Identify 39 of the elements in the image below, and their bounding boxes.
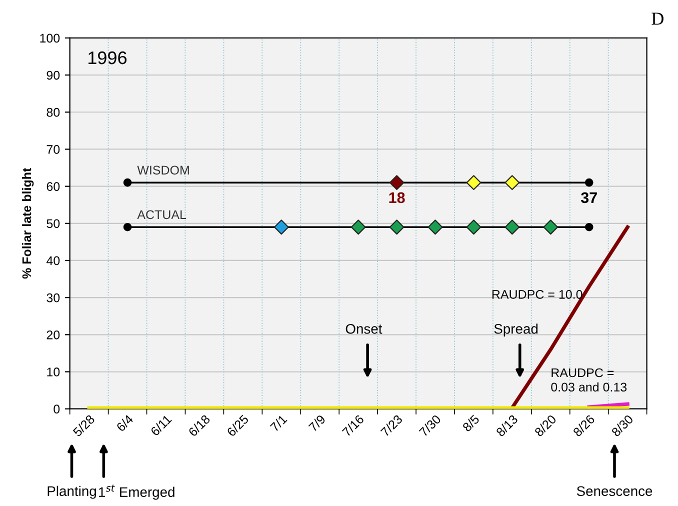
x-tick-label: 5/28 (72, 414, 96, 438)
x-tick-label: 7/23 (380, 414, 403, 437)
y-tick-label: 90 (46, 70, 60, 80)
y-tick-label: 80 (46, 108, 60, 117)
series-label: ACTUAL (137, 210, 186, 220)
x-tick-label: 8/5 (462, 414, 480, 432)
text: Senescence (576, 486, 652, 496)
y-tick-label: 40 (46, 256, 60, 266)
y-axis-title: % Foliar late blight (22, 168, 34, 279)
annotation: 37 (580, 192, 597, 204)
y-tick-label: 70 (46, 145, 60, 154)
x-tick-label: 8/30 (610, 414, 634, 438)
y-tick-label: 10 (47, 368, 60, 376)
x-tick-label: 8/20 (534, 414, 557, 438)
annotation: RAUDPC = 10.0 (492, 290, 582, 299)
text: Planting (48, 486, 96, 499)
y-tick-label: 60 (46, 182, 60, 191)
y-tick-label: 30 (46, 293, 60, 302)
y-tick-label: 0 (54, 404, 60, 414)
x-tick-label: 6/18 (188, 414, 211, 437)
x-tick-label: 7/16 (342, 414, 364, 437)
x-tick-label: 6/11 (150, 414, 172, 436)
x-tick-label: 7/1 (270, 414, 288, 432)
y-tick-label: 50 (46, 219, 60, 228)
text: D (652, 12, 664, 25)
text: 1996 (88, 51, 127, 64)
x-tick-label: 8/26 (572, 414, 596, 438)
x-tick-label: 7/9 (308, 414, 326, 432)
x-tick-label: 8/13 (495, 414, 518, 438)
y-tick-label: 20 (46, 330, 60, 340)
text: 1$^{st}$ Emerged (98, 484, 174, 500)
annotation: Onset (346, 324, 382, 334)
annotation: RAUDPC = 0.03 and 0.13 (551, 368, 627, 392)
annotation: 18 (389, 192, 405, 204)
annotation: Spread (494, 324, 538, 337)
series-label: WISDOM (137, 166, 189, 175)
x-tick-label: 6/4 (116, 414, 134, 432)
y-tick-label: 100 (40, 34, 60, 43)
x-tick-label: 7/30 (418, 414, 442, 437)
